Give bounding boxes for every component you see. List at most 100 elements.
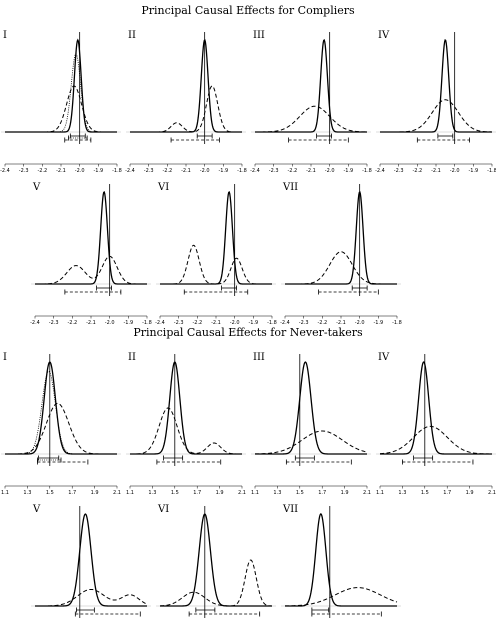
x-tick-label: 1.9 xyxy=(466,490,474,496)
x-tick-label: -2.2 xyxy=(287,168,297,174)
panel-label: IV xyxy=(378,30,390,41)
density-dashed xyxy=(380,99,493,133)
panel-label: VI xyxy=(157,182,169,193)
density-dashed xyxy=(254,430,368,455)
density-solid xyxy=(380,361,492,455)
panel-compliers-IV: IV -2.4 -2.3 -2.2 -2.1 -2.0 -1.9 -1.8 xyxy=(375,30,496,174)
x-tick-label: -2.4 xyxy=(250,168,260,174)
x-tick-label: -2.2 xyxy=(317,320,327,326)
section-title-never-takers: Principal Causal Effects for Never-taker… xyxy=(133,326,363,339)
density-dashed xyxy=(5,402,117,455)
x-tick-label: 1.1 xyxy=(126,490,134,496)
x-tick-label: -2.3 xyxy=(269,168,279,174)
density-dashed xyxy=(130,85,242,133)
x-tick-label: -2.0 xyxy=(355,320,365,326)
x-tick-label: -2.3 xyxy=(144,168,154,174)
x-tick-label: -1.8 xyxy=(392,320,402,326)
x-tick-label: -1.8 xyxy=(267,320,277,326)
density-dashed xyxy=(379,425,493,455)
panel-compliers-V: V -2.4 -2.3 -2.2 -2.1 -2.0 -1.9 -1.8 xyxy=(30,182,152,326)
panel-label: VII xyxy=(282,182,298,193)
x-tick-label: -2.3 xyxy=(299,320,309,326)
x-tick-label: -2.0 xyxy=(75,168,85,174)
density-dashed xyxy=(35,255,147,285)
x-tick-label: -1.8 xyxy=(362,168,372,174)
x-tick-label: 1.1 xyxy=(251,490,259,496)
x-tick-label: -2.2 xyxy=(162,168,172,174)
density-solid xyxy=(160,190,272,285)
panel-never-takers-III: III 1.1 1.3 1.5 1.7 1.9 2.1 xyxy=(251,352,371,496)
density-solid xyxy=(35,190,147,285)
x-tick-label: -2.4 xyxy=(280,320,290,326)
x-tick-label: -2.2 xyxy=(67,320,77,326)
x-tick-label: -2.3 xyxy=(394,168,404,174)
panel-label: V xyxy=(32,504,41,515)
density-solid xyxy=(255,361,367,455)
density-dashed xyxy=(284,587,398,607)
x-tick-label: -1.8 xyxy=(237,168,247,174)
x-tick-label: -1.8 xyxy=(112,168,122,174)
density-dashed xyxy=(5,85,117,133)
density-solid xyxy=(285,513,397,607)
panel-compliers-II: II -2.4 -2.3 -2.2 -2.1 -2.0 -1.9 -1.8 xyxy=(125,30,247,174)
density-solid xyxy=(130,38,242,133)
panel-label: III xyxy=(253,30,265,41)
x-tick-label: 1.7 xyxy=(318,490,326,496)
x-tick-label: -1.8 xyxy=(487,168,496,174)
x-tick-label: -1.9 xyxy=(218,168,228,174)
panel-compliers-VI: VI -2.4 -2.3 -2.2 -2.1 -2.0 -1.9 -1.8 xyxy=(155,182,277,326)
x-tick-label: -2.1 xyxy=(336,320,346,326)
density-solid xyxy=(160,513,272,607)
x-tick-label: -2.3 xyxy=(19,168,29,174)
x-tick-label: 1.5 xyxy=(421,490,429,496)
x-tick-label: -2.4 xyxy=(125,168,135,174)
panel-label: VI xyxy=(157,504,169,515)
x-tick-label: -2.4 xyxy=(375,168,385,174)
x-tick-label: 1.9 xyxy=(216,490,224,496)
panel-label: I xyxy=(3,30,7,41)
density-solid xyxy=(130,361,242,455)
x-tick-label: -2.0 xyxy=(105,320,115,326)
density-dashed xyxy=(160,244,272,285)
x-tick-label: -2.1 xyxy=(211,320,221,326)
x-tick-label: -2.0 xyxy=(325,168,335,174)
panel-never-takers-IV: IV 1.1 1.3 1.5 1.7 1.9 2.1 xyxy=(376,352,496,496)
x-tick-label: -2.4 xyxy=(155,320,165,326)
x-tick-label: 2.1 xyxy=(488,490,496,496)
x-tick-label: 1.9 xyxy=(341,490,349,496)
panel-never-takers-VII: VII1.11.31.51.71.92.1 xyxy=(281,504,401,618)
density-solid xyxy=(5,361,117,455)
x-tick-label: 2.1 xyxy=(238,490,246,496)
panel-label: II xyxy=(128,352,136,363)
panel-label: V xyxy=(32,182,41,193)
x-tick-label: 1.5 xyxy=(296,490,304,496)
x-tick-label: -2.2 xyxy=(192,320,202,326)
density-solid xyxy=(5,38,117,133)
density-solid xyxy=(380,38,492,133)
x-tick-label: -1.9 xyxy=(343,168,353,174)
panel-label: IV xyxy=(378,352,390,363)
x-tick-label: 1.1 xyxy=(376,490,384,496)
density-dashed xyxy=(285,251,397,285)
panel-compliers-VII: VII -2.4 -2.3 -2.2 -2.1 -2.0 -1.9 -1.8 xyxy=(280,182,402,326)
panel-compliers-III: III -2.4 -2.3 -2.2 -2.1 -2.0 -1.9 -1.8 xyxy=(250,30,372,174)
x-tick-label: -2.1 xyxy=(431,168,441,174)
density-dotted xyxy=(5,53,117,133)
x-tick-label: -2.0 xyxy=(230,320,240,326)
x-tick-label: -2.4 xyxy=(0,168,10,174)
x-tick-label: -2.2 xyxy=(37,168,47,174)
x-tick-label: -2.4 xyxy=(30,320,40,326)
x-tick-label: -2.1 xyxy=(181,168,191,174)
x-tick-label: 1.3 xyxy=(398,490,406,496)
x-tick-label: 1.3 xyxy=(23,490,31,496)
x-tick-label: 1.7 xyxy=(193,490,201,496)
x-tick-label: -2.1 xyxy=(86,320,96,326)
panel-label: VII xyxy=(282,504,298,515)
x-tick-label: -2.3 xyxy=(174,320,184,326)
x-tick-label: 1.5 xyxy=(171,490,179,496)
panel-compliers-I: I -2.4 -2.3 -2.2 -2.1 -2.0 -1.9 -1.8 xyxy=(0,30,122,174)
x-tick-label: -1.9 xyxy=(468,168,478,174)
x-tick-label: -2.0 xyxy=(200,168,210,174)
x-tick-label: -2.0 xyxy=(450,168,460,174)
